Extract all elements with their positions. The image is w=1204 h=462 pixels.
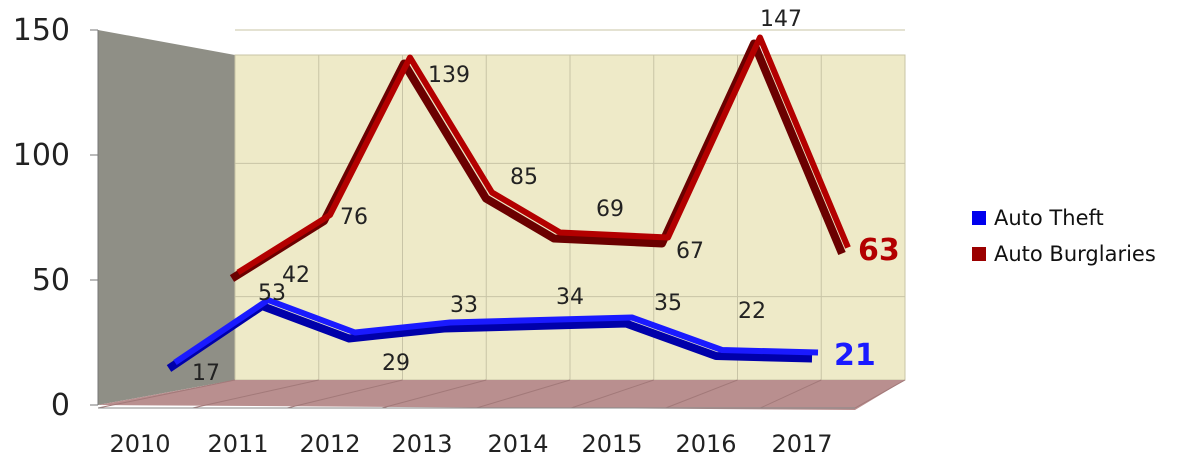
floor-line — [381, 379, 487, 409]
legend-item-auto-burglaries[interactable]: Auto Burglaries — [972, 236, 1156, 272]
auto-theft-data-label: 22 — [738, 299, 766, 324]
y-tick-label: 100 — [13, 138, 70, 173]
floor-line — [476, 379, 571, 409]
auto-burglaries-data-label: 85 — [510, 165, 538, 190]
auto-burglaries-data-label: 63 — [858, 233, 900, 268]
y-tick-label: 150 — [13, 13, 70, 48]
data-labels: 17 42 29 33 34 35 22 21 53 76 139 85 69 67 147 63 — [192, 7, 900, 386]
legend: Auto Theft Auto Burglaries — [972, 200, 1156, 272]
y-tick-label: 50 — [32, 263, 70, 298]
floor-line — [665, 379, 738, 409]
auto-theft-data-label: 35 — [654, 291, 682, 316]
auto-burglaries-line — [236, 34, 851, 276]
x-tick-label: 2016 — [675, 430, 736, 458]
auto-theft-line — [173, 297, 819, 365]
auto-burglaries-data-label: 53 — [258, 281, 286, 306]
floor — [98, 380, 905, 410]
floor-line — [192, 379, 319, 409]
x-axis-ticks: 2010 2011 2012 2013 2014 2015 2016 2017 — [98, 407, 855, 458]
legend-item-auto-theft[interactable]: Auto Theft — [972, 200, 1156, 236]
legend-swatch-auto-burglaries — [972, 247, 986, 261]
auto-theft-data-label: 17 — [192, 361, 220, 386]
legend-swatch-auto-theft — [972, 211, 986, 225]
auto-theft-data-label: 42 — [282, 263, 310, 288]
auto-burglaries-data-label: 76 — [340, 205, 368, 230]
auto-theft-data-label: 34 — [556, 285, 584, 310]
floor-line — [854, 379, 906, 409]
auto-theft-depth — [166, 302, 813, 372]
y-axis-ticks: 0 50 100 150 — [13, 13, 99, 423]
y-tick-label: 0 — [51, 388, 70, 423]
side-wall — [98, 30, 235, 405]
floor-line — [287, 379, 403, 409]
x-tick-label: 2012 — [299, 430, 360, 458]
auto-theft-data-label: 33 — [450, 293, 478, 318]
legend-label-auto-theft: Auto Theft — [994, 206, 1104, 230]
x-tick-label: 2013 — [391, 430, 452, 458]
auto-theft-data-label: 21 — [834, 338, 876, 373]
floor-line — [570, 379, 654, 409]
x-tick-label: 2010 — [109, 430, 170, 458]
x-tick-label: 2014 — [487, 430, 548, 458]
auto-burglaries-data-label: 139 — [428, 63, 470, 88]
auto-burglaries-data-label: 67 — [676, 239, 704, 264]
x-tick-label: 2017 — [771, 430, 832, 458]
floor-line — [760, 379, 822, 409]
floor-line — [97, 379, 236, 409]
x-tick-label: 2011 — [207, 430, 268, 458]
auto-theft-data-label: 29 — [382, 351, 410, 376]
series-lines — [166, 34, 851, 372]
auto-burglaries-data-label: 69 — [596, 197, 624, 222]
legend-label-auto-burglaries: Auto Burglaries — [994, 242, 1156, 266]
auto-burglaries-data-label: 147 — [760, 7, 802, 32]
x-tick-label: 2015 — [581, 430, 642, 458]
